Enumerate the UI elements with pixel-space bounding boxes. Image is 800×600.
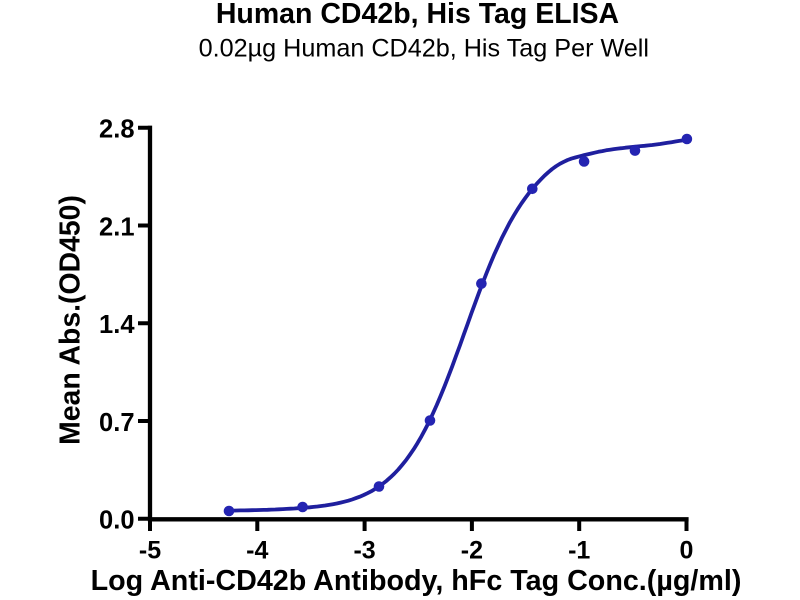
svg-text:0.02µg Human CD42b, His Tag Pe: 0.02µg Human CD42b, His Tag Per Well: [199, 34, 649, 62]
svg-text:Mean Abs.(OD450): Mean Abs.(OD450): [55, 195, 87, 445]
svg-text:Log Anti-CD42b Antibody, hFc T: Log Anti-CD42b Antibody, hFc Tag Conc.(µ…: [91, 565, 742, 597]
svg-text:0.7: 0.7: [99, 409, 134, 437]
svg-text:Human CD42b, His Tag ELISA: Human CD42b, His Tag ELISA: [216, 0, 619, 30]
svg-text:-2: -2: [461, 537, 483, 565]
svg-text:-1: -1: [568, 537, 590, 565]
svg-text:0.0: 0.0: [99, 507, 134, 535]
svg-text:1.4: 1.4: [99, 311, 135, 339]
svg-text:-3: -3: [353, 537, 375, 565]
svg-text:-4: -4: [246, 537, 268, 565]
svg-text:2.8: 2.8: [99, 116, 134, 144]
svg-text:2.1: 2.1: [99, 213, 134, 241]
svg-text:0: 0: [680, 537, 694, 565]
svg-text:-5: -5: [139, 537, 161, 565]
